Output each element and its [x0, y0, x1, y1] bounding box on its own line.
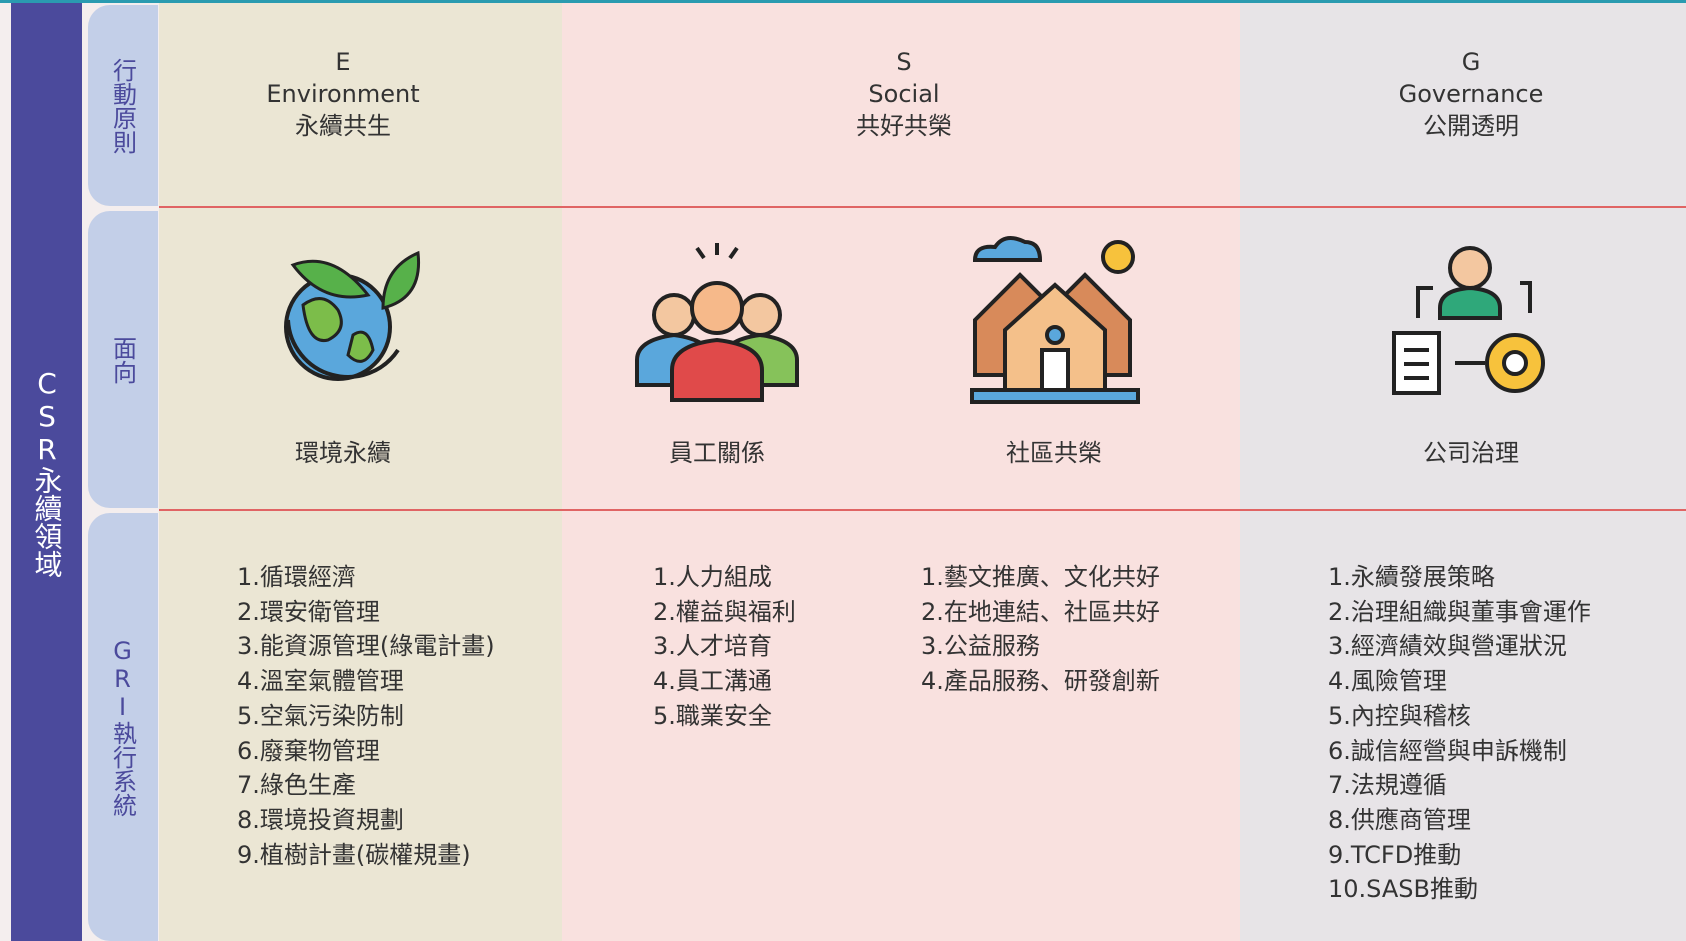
list-item: 4.員工溝通 — [653, 667, 772, 696]
pillar-header: E Environment 永續共生 — [143, 46, 543, 142]
s-column — [562, 3, 1240, 941]
list-item: 7.綠色生產 — [237, 771, 356, 800]
row-label: 面向 — [88, 211, 158, 508]
aspect-list: 1.循環經濟 2.環安衛管理 3.能資源管理(綠電計畫) 4.溫室氣體管理 5.空氣污染… — [237, 560, 495, 872]
pillar-name: Social — [868, 80, 940, 108]
list-item: 1.永續發展策略 — [1328, 563, 1495, 591]
list-item: 6.廢棄物管理 — [237, 736, 380, 765]
row-label: GRI執行系統 — [88, 513, 158, 941]
pillar-header: G Governance 公開透明 — [1271, 46, 1671, 142]
list-item: 2.在地連結、社區共好 — [921, 597, 1160, 626]
environment-icon — [284, 250, 421, 381]
pillar-motto: 共好共榮 — [856, 112, 952, 140]
list-item: 3.人才培育 — [653, 632, 772, 661]
aspect-label: 員工關係 — [669, 439, 765, 467]
list-item: 2.環安衛管理 — [237, 597, 380, 626]
pillar-motto: 公開透明 — [1423, 112, 1519, 140]
pillar-letter: E — [335, 48, 351, 76]
pillar-letter: G — [1461, 48, 1481, 76]
list-item: 2.治理組織與董事會運作 — [1328, 597, 1591, 626]
list-item: 1.藝文推廣、文化共好 — [921, 563, 1160, 591]
list-item: 4.產品服務、研發創新 — [921, 667, 1160, 696]
list-item: 5.職業安全 — [653, 701, 772, 730]
list-item: 3.能資源管理(綠電計畫) — [237, 632, 495, 661]
list-item: 8.環境投資規劃 — [237, 805, 404, 834]
pillar-letter: S — [896, 48, 912, 76]
pillar-motto: 永續共生 — [295, 112, 391, 140]
list-item: 4.溫室氣體管理 — [237, 667, 404, 696]
list-item: 4.風險管理 — [1328, 667, 1447, 696]
top-rule — [0, 0, 1686, 3]
list-item: 1.人力組成 — [653, 563, 772, 591]
list-item: 8.供應商管理 — [1328, 805, 1471, 834]
list-item: 5.空氣污染防制 — [237, 701, 404, 730]
list-item: 10.SASB推動 — [1328, 875, 1478, 904]
list-item: 5.內控與稽核 — [1328, 701, 1471, 730]
pillar-header: S Social 共好共榮 — [704, 46, 1104, 142]
governance-icon — [1392, 246, 1545, 395]
aspect-list: 1.人力組成 2.權益與福利 3.人才培育 4.員工溝通 5.職業安全 — [653, 560, 796, 734]
divider — [159, 206, 1686, 208]
employee-icon — [635, 243, 799, 402]
g-column — [1240, 3, 1686, 941]
aspect-label: 社區共榮 — [1006, 439, 1102, 467]
pillar-name: Environment — [266, 80, 420, 108]
aspect-label: 環境永續 — [295, 439, 391, 467]
e-column — [159, 3, 562, 941]
aspect-list: 1.藝文推廣、文化共好 2.在地連結、社區共好 3.公益服務 4.產品服務、研發創新 — [921, 560, 1160, 699]
row-label: 行動原則 — [88, 5, 158, 206]
sidebar-title: CSR永續領域 — [11, 3, 82, 941]
aspect-label: 公司治理 — [1423, 439, 1519, 467]
list-item: 9.植樹計畫(碳權規畫) — [237, 840, 471, 869]
list-item: 1.循環經濟 — [237, 563, 356, 591]
list-item: 3.經濟績效與營運狀況 — [1328, 632, 1567, 661]
list-item: 2.權益與福利 — [653, 597, 796, 626]
community-icon — [970, 236, 1140, 404]
list-item: 7.法規遵循 — [1328, 771, 1447, 800]
list-item: 6.誠信經營與申訴機制 — [1328, 736, 1567, 765]
aspect-list: 1.永續發展策略 2.治理組織與董事會運作 3.經濟績效與營運狀況 4.風險管理 5.內… — [1328, 560, 1591, 907]
list-item: 9.TCFD推動 — [1328, 840, 1462, 869]
divider — [159, 509, 1686, 511]
pillar-name: Governance — [1398, 80, 1544, 108]
list-item: 3.公益服務 — [921, 632, 1040, 661]
